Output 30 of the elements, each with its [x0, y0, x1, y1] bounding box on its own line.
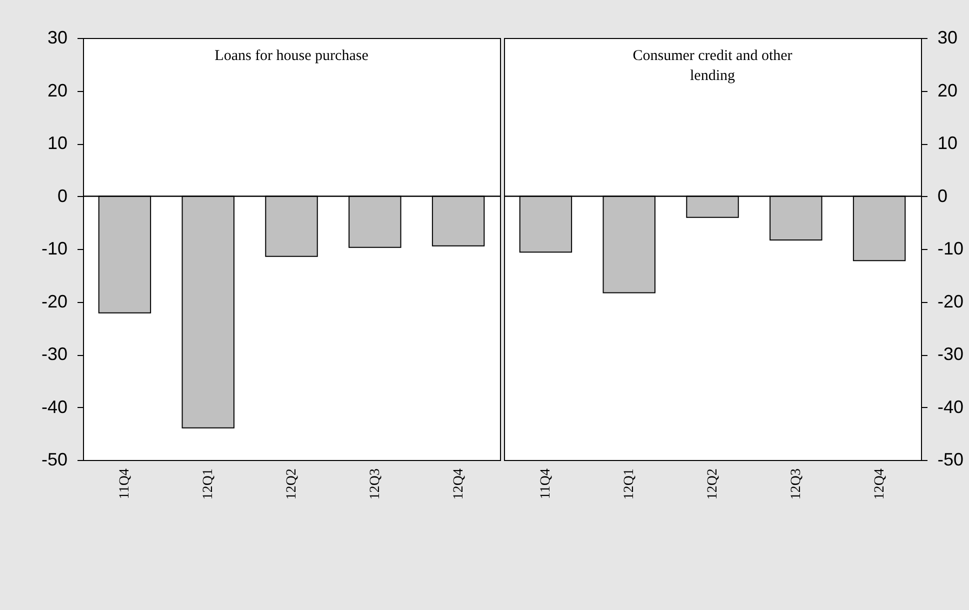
x-tick-label: 12Q1	[622, 468, 638, 500]
x-tick-label: 11Q4	[118, 468, 133, 500]
y-tick-label: 30	[47, 28, 68, 48]
y2-tick-label: -40	[938, 396, 964, 417]
x-tick-label: 12Q3	[788, 468, 804, 500]
y-tick-label: 10	[47, 133, 68, 153]
x-tick-label: 12Q2	[284, 468, 300, 500]
x-tick-label: 11Q4	[538, 468, 554, 500]
y2-tick-label: -50	[938, 450, 964, 470]
y-tick-label: -20	[41, 291, 68, 312]
y-tick-label: -50	[41, 450, 68, 470]
text: Consumer credit and other lending	[632, 48, 792, 84]
y2-tick-label: 10	[938, 133, 958, 153]
x-tick-label: 12Q2	[706, 468, 720, 500]
text: Loans for house purchase	[214, 48, 369, 64]
x-tick-label: 12Q4	[872, 468, 888, 500]
y2-tick-label: 30	[938, 28, 958, 48]
y-tick-label: -30	[41, 344, 68, 364]
y-tick-label: 0	[57, 186, 68, 206]
y2-tick-label: -10	[938, 238, 964, 258]
x-tick-label: 12Q1	[201, 468, 216, 500]
x-tick-label: 12Q4	[451, 468, 466, 500]
y-tick-label: -40	[41, 396, 68, 417]
y2-tick-label: -20	[938, 291, 964, 312]
y2-tick-label: 0	[938, 186, 948, 206]
x-tick-label: 12Q3	[368, 468, 383, 500]
y-tick-label: -10	[41, 238, 68, 258]
y2-tick-label: -30	[938, 344, 964, 364]
y2-tick-label: 20	[938, 80, 958, 100]
y-tick-label: 20	[47, 80, 68, 100]
